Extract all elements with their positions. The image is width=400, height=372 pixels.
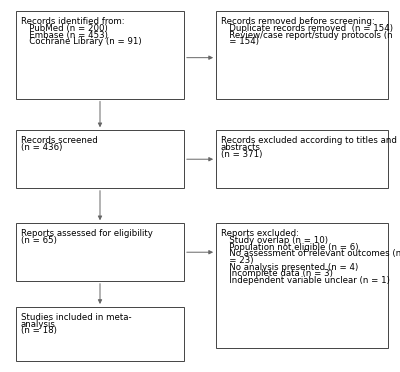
Text: Independent variable unclear (n = 1): Independent variable unclear (n = 1) bbox=[221, 276, 390, 285]
Text: Records identified from:: Records identified from: bbox=[21, 17, 124, 26]
Bar bbox=[16, 223, 184, 281]
Text: (n = 18): (n = 18) bbox=[21, 326, 57, 335]
Text: = 154): = 154) bbox=[221, 37, 259, 46]
Bar bbox=[216, 11, 388, 99]
Bar bbox=[16, 307, 184, 361]
Text: Records excluded according to titles and: Records excluded according to titles and bbox=[221, 136, 397, 145]
Text: (n = 65): (n = 65) bbox=[21, 236, 57, 245]
Text: Population not eligible (n = 6): Population not eligible (n = 6) bbox=[221, 243, 358, 251]
Bar bbox=[16, 130, 184, 188]
Bar bbox=[216, 223, 388, 348]
Text: = 23): = 23) bbox=[221, 256, 253, 265]
Text: Cochrane Library (n = 91): Cochrane Library (n = 91) bbox=[21, 37, 142, 46]
Text: Studies included in meta-: Studies included in meta- bbox=[21, 313, 132, 322]
Text: Study overlap (n = 10): Study overlap (n = 10) bbox=[221, 236, 328, 245]
Text: Records removed before screening:: Records removed before screening: bbox=[221, 17, 374, 26]
Text: (n = 371): (n = 371) bbox=[221, 150, 262, 158]
Text: No analysis presented (n = 4): No analysis presented (n = 4) bbox=[221, 263, 358, 272]
Text: Reports excluded:: Reports excluded: bbox=[221, 229, 299, 238]
Text: Embase (n = 453): Embase (n = 453) bbox=[21, 31, 108, 39]
Text: analysis: analysis bbox=[21, 320, 56, 328]
Text: abstracts: abstracts bbox=[221, 143, 261, 152]
Text: Review/case report/study protocols (n: Review/case report/study protocols (n bbox=[221, 31, 392, 39]
Text: PubMed (n = 200): PubMed (n = 200) bbox=[21, 24, 108, 33]
Bar bbox=[16, 11, 184, 99]
Text: (n = 436): (n = 436) bbox=[21, 143, 62, 152]
Text: Reports assessed for eligibility: Reports assessed for eligibility bbox=[21, 229, 153, 238]
Text: No assessment of relevant outcomes (n: No assessment of relevant outcomes (n bbox=[221, 249, 400, 258]
Text: Duplicate records removed  (n = 154): Duplicate records removed (n = 154) bbox=[221, 24, 393, 33]
Text: Incomplete data (n = 3): Incomplete data (n = 3) bbox=[221, 269, 333, 278]
Bar bbox=[216, 130, 388, 188]
Text: Records screened: Records screened bbox=[21, 136, 98, 145]
